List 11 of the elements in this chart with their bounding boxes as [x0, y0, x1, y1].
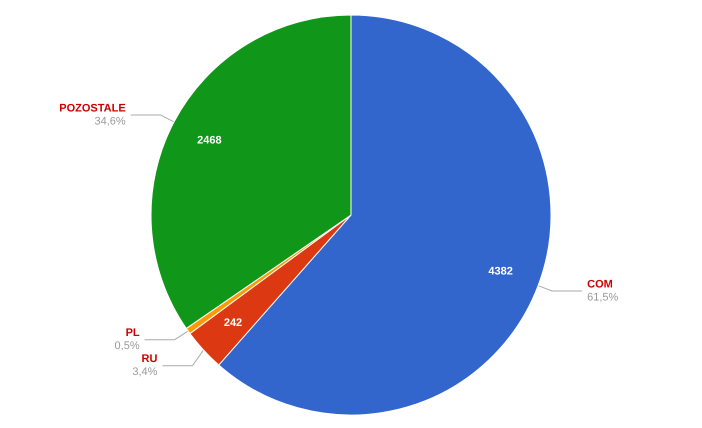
text: 242: [224, 317, 242, 330]
slice-label: PL: [126, 327, 140, 340]
data-label: 61,5%: [587, 291, 619, 304]
data-label: 3,4%: [132, 366, 158, 378]
text: 2468: [197, 134, 222, 147]
slice-label: COM: [587, 278, 613, 290]
data-label: 0,5%: [114, 340, 140, 352]
data-label: 34,6%: [94, 115, 126, 128]
slice-label: RU: [142, 353, 158, 366]
text: 4382: [488, 266, 513, 278]
slice-label: POZOSTALE: [59, 102, 126, 114]
